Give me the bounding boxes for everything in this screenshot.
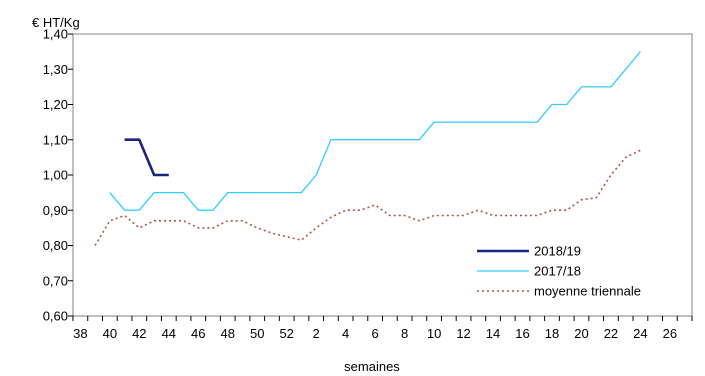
y-tick-label: 1,40: [43, 27, 68, 42]
legend-label: moyenne triennale: [534, 284, 641, 299]
y-tick-label: 0,90: [43, 203, 68, 218]
x-tick-label: 26: [663, 326, 677, 341]
x-tick-label: 24: [633, 326, 647, 341]
legend-label: 2017/18: [534, 264, 581, 279]
x-tick-label: 8: [401, 326, 408, 341]
y-axis-ticks: 0,60 0,70 0,80 0,90 1,00 1,10 1,20 1,30 1,40: [43, 27, 73, 324]
x-tick-label: 40: [103, 326, 117, 341]
x-axis-label: semaines: [344, 359, 400, 374]
x-tick-label: 6: [372, 326, 379, 341]
y-tick-label: 1,10: [43, 132, 68, 147]
x-tick-label: 16: [515, 326, 529, 341]
x-tick-label: 4: [342, 326, 349, 341]
y-tick-label: 0,80: [43, 238, 68, 253]
legend: 2018/19 2017/18 moyenne triennale: [477, 244, 641, 299]
x-tick-label: 20: [574, 326, 588, 341]
series-layer: [94, 51, 641, 246]
x-axis-ticks: 38 40 42 44 46 48 50 52 2 4 6 8 10 12 14 16 18 20 22 24 26: [72, 316, 693, 341]
y-tick-label: 1,00: [43, 168, 68, 183]
x-tick-label: 44: [162, 326, 176, 341]
y-tick-label: 0,60: [43, 309, 68, 324]
x-tick-label: 42: [132, 326, 146, 341]
x-tick-label: 2: [313, 326, 320, 341]
x-tick-label: 14: [486, 326, 500, 341]
legend-label: 2018/19: [534, 244, 581, 259]
plot-frame: [72, 33, 693, 317]
x-tick-label: 38: [73, 326, 87, 341]
y-axis-unit-label: € HT/Kg: [32, 15, 80, 30]
x-tick-label: 50: [250, 326, 264, 341]
y-tick-label: 0,70: [43, 273, 68, 288]
x-tick-label: 18: [545, 326, 559, 341]
plot-area: [72, 33, 693, 317]
x-tick-label: 46: [191, 326, 205, 341]
series-line-1: [124, 138, 169, 177]
x-tick-label: 52: [279, 326, 293, 341]
series-line-3: [94, 149, 641, 246]
y-tick-label: 1,20: [43, 97, 68, 112]
series-line-2: [109, 51, 641, 211]
x-tick-label: 10: [427, 326, 441, 341]
x-tick-label: 22: [604, 326, 618, 341]
x-tick-label: 12: [456, 326, 470, 341]
x-tick-label: 48: [221, 326, 235, 341]
y-tick-label: 1,30: [43, 62, 68, 77]
